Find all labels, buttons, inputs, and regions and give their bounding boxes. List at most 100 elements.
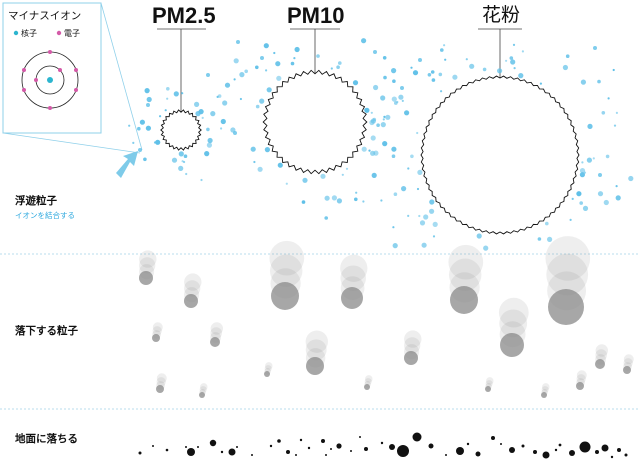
ion-dot xyxy=(137,126,141,131)
ion-dot xyxy=(185,172,188,176)
falling-particle xyxy=(623,358,633,368)
ion-dot xyxy=(579,201,583,205)
ion-dot xyxy=(579,168,586,174)
callout-line xyxy=(100,2,143,151)
falling-particle xyxy=(595,349,607,361)
ion-dot xyxy=(417,169,423,175)
falling-particle xyxy=(210,327,222,339)
ion-dot xyxy=(324,195,330,201)
ion-dot xyxy=(371,172,377,178)
ground-particle xyxy=(569,450,575,456)
ground-particle xyxy=(412,432,422,442)
ground-particle xyxy=(330,448,332,450)
falling-particle xyxy=(541,392,547,398)
ground-particle xyxy=(397,445,409,457)
ground-particle xyxy=(220,450,224,454)
ground-particle xyxy=(595,450,599,454)
ion-dot xyxy=(181,92,184,95)
ion-dot xyxy=(341,173,344,176)
ion-dot xyxy=(198,109,204,115)
ion-dot xyxy=(392,226,395,229)
ground-particle xyxy=(321,439,325,443)
ion-dots xyxy=(128,38,634,251)
falling-particle xyxy=(364,384,370,390)
falling-particle xyxy=(305,339,327,361)
ground-particle xyxy=(209,439,217,447)
ion-dot xyxy=(146,96,152,103)
ground-particle xyxy=(533,450,537,454)
ion-dot xyxy=(370,135,376,141)
ion-dot xyxy=(293,57,296,60)
electron xyxy=(48,50,52,54)
ion-dot xyxy=(239,97,242,101)
falling-particle xyxy=(448,244,484,280)
ion-dot xyxy=(539,82,543,85)
ion-dot xyxy=(178,165,184,171)
ground-particle xyxy=(475,451,481,457)
falling-particle xyxy=(364,378,372,386)
ion-dot xyxy=(330,67,333,70)
ground-particle xyxy=(364,447,368,451)
ion-dot xyxy=(569,218,572,221)
ion-dot xyxy=(382,141,388,147)
ion-dot xyxy=(562,64,569,71)
ground-particle xyxy=(350,450,352,452)
ion-dot xyxy=(362,200,365,203)
ion-dot xyxy=(217,94,222,98)
falling-particle xyxy=(152,334,160,342)
falling-particle xyxy=(269,254,303,288)
ion-dot xyxy=(401,186,407,192)
falling-particle xyxy=(200,383,208,391)
falling-particle xyxy=(340,265,366,291)
ground-particle xyxy=(491,436,495,440)
falling-particle xyxy=(542,383,550,391)
falling-particle xyxy=(595,359,605,369)
ion-dot xyxy=(266,87,272,93)
particle-title-pollen: 花粉 xyxy=(482,4,521,26)
falling-particle xyxy=(500,333,524,357)
ion-dot xyxy=(391,154,396,158)
ion-dot xyxy=(537,237,542,241)
ion-dot xyxy=(440,90,443,93)
ion-dot xyxy=(324,216,329,220)
ion-dot xyxy=(512,43,516,47)
ion-dot xyxy=(392,243,398,249)
ion-dot xyxy=(391,96,397,102)
ion-dot xyxy=(166,87,170,91)
legend-electron-dot xyxy=(56,30,62,36)
pm25-particle xyxy=(160,109,202,151)
ion-dot xyxy=(416,131,419,135)
ion-dot xyxy=(510,59,516,65)
ion-dot xyxy=(465,58,468,61)
ion-dot xyxy=(547,236,553,242)
ion-dot xyxy=(418,58,422,62)
ion-dot xyxy=(143,157,147,162)
ion-dot xyxy=(264,147,270,153)
ground-particle xyxy=(624,453,628,457)
falling-particle xyxy=(485,386,491,392)
ion-dot xyxy=(320,173,326,179)
ion-dot xyxy=(338,61,342,65)
falling-particle xyxy=(341,287,363,309)
inset-title: マイナスイオン xyxy=(8,10,82,22)
ground-particle xyxy=(236,446,238,448)
ion-dot xyxy=(582,205,589,211)
ion-dot xyxy=(410,154,414,159)
ion-dot xyxy=(164,109,167,112)
ion-dot xyxy=(336,198,342,204)
electron xyxy=(34,78,38,82)
ion-dot xyxy=(579,172,586,178)
falling-particle xyxy=(498,297,529,328)
ion-dot xyxy=(373,50,377,54)
ion-dot xyxy=(171,157,178,163)
ground-particle xyxy=(277,439,281,443)
ion-dot xyxy=(607,97,610,100)
ion-dot xyxy=(263,43,269,49)
ground-particle xyxy=(197,446,199,448)
falling-particle xyxy=(184,280,201,297)
ion-dot xyxy=(216,95,219,98)
falling-particle xyxy=(623,366,631,374)
ion-dot xyxy=(361,146,367,152)
falling-particle xyxy=(546,253,589,296)
